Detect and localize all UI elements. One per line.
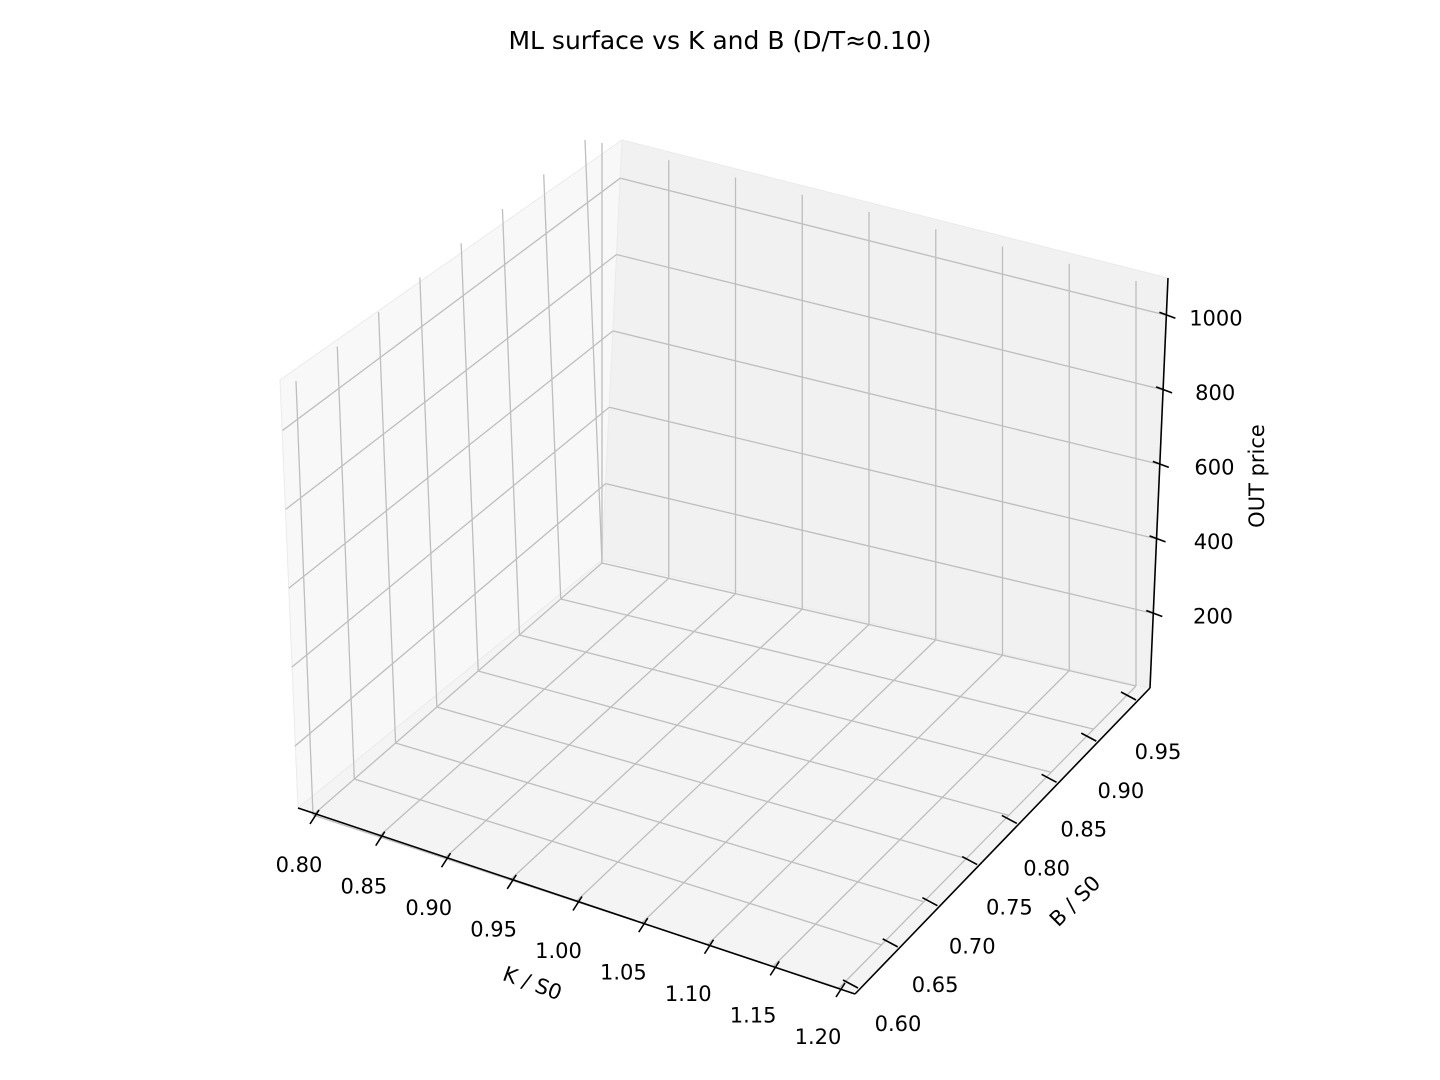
z-tick [1145,609,1163,618]
floor-gridline-x [312,562,603,816]
back-gridline-z [612,330,1160,465]
x-tick-label: 1.00 [535,939,582,963]
y-tick [1120,691,1137,701]
z-tick-label: 200 [1193,604,1233,628]
y-tick [922,897,938,907]
y-tick [842,979,859,989]
back-gridline-z [616,253,1164,391]
x-axis-line [297,807,856,995]
x-tick-label: 1.20 [795,1025,842,1049]
x-tick-label: 0.90 [405,896,452,920]
z-axis-line [1149,277,1169,689]
y-axis-line [854,687,1151,995]
y-tick-label: 0.60 [875,1012,922,1036]
floor-gridline-x [378,577,670,838]
floor-gridline-y [560,598,1094,730]
x-tick [769,960,780,976]
floor-gridline-x [641,639,937,924]
x-tick [375,831,386,847]
x-tick-label: 0.95 [470,918,517,942]
x-tick-label: 0.80 [276,853,323,877]
chart-title: ML surface vs K and B (D/T≈0.10) [508,26,931,55]
x-tick [835,982,846,998]
floor-gridline-x [772,670,1070,967]
z-tick-label: 800 [1195,381,1235,405]
left-gridline-y [501,208,521,636]
floor-gridline-x [575,624,870,902]
z-tick-label: 600 [1194,455,1234,479]
left-gridline-y [419,277,438,708]
left-gridline-z [282,177,621,431]
floor-gridline-y [477,670,1009,817]
y-tick [961,855,978,866]
left-gridline-y [336,346,355,780]
x-tick-label: 1.05 [600,961,647,985]
z-tick [1155,386,1173,394]
x-tick [440,852,452,868]
z-tick [1159,311,1176,320]
x-tick [638,917,649,933]
left-gridline-y [460,243,479,672]
floor-gridline-y [601,562,1137,687]
floor-gridline-x [707,654,1003,946]
left-gridline-y [377,312,397,744]
floor-gridline-y [436,706,967,860]
axes [297,277,1169,995]
gridlines [282,139,1167,989]
floor-gridline-y [354,778,882,946]
z-tick-label: 1000 [1189,306,1242,330]
floor-gridline-x [509,608,803,881]
x-tick [506,874,517,890]
y-tick-label: 0.65 [912,973,959,997]
x-tick [309,809,320,825]
back-gridline-z [620,177,1167,316]
left-gridline-y [584,139,603,564]
z-tick [1152,460,1170,469]
y-tick-label: 0.85 [1060,818,1107,842]
x-axis-label: K / S0 [500,962,565,1005]
floor-gridline-x [444,593,736,859]
back-gridline-z [609,406,1157,540]
y-tick [882,938,899,948]
left-gridline-y [543,174,562,600]
left-gridline-z [288,330,614,589]
tick-labels: 0.80 0.85 0.90 0.95 1.00 1.05 1.10 1.15 1.20 0.60… [276,306,1243,1049]
y-tick-label: 0.95 [1135,740,1182,764]
x-tick-label: 1.10 [665,982,712,1006]
axes-panes [279,139,1169,995]
left-gridline-y [295,380,314,816]
x-tick-label: 0.85 [340,875,387,899]
x-tick-label: 1.15 [730,1004,777,1028]
back-gridline-z [605,483,1154,615]
tick-marks [309,311,1176,998]
y-tick-label: 0.75 [986,895,1033,919]
floor-gridline-y [395,742,925,903]
z-tick-label: 400 [1194,530,1234,554]
y-tick [1001,814,1018,825]
left-gridline-z [285,254,617,510]
left-gridline-z [294,483,607,747]
z-axis-label: OUT price [1245,424,1269,528]
z-tick [1149,535,1166,543]
y-tick-label: 0.90 [1097,779,1144,803]
y-tick [1080,732,1097,742]
y-tick-label: 0.70 [949,934,996,958]
x-tick [572,896,583,911]
floor-gridline-y [519,634,1052,773]
y-tick-label: 0.80 [1023,857,1070,881]
y-tick [1041,773,1057,783]
left-gridline-z [291,406,610,668]
x-tick [703,939,715,955]
